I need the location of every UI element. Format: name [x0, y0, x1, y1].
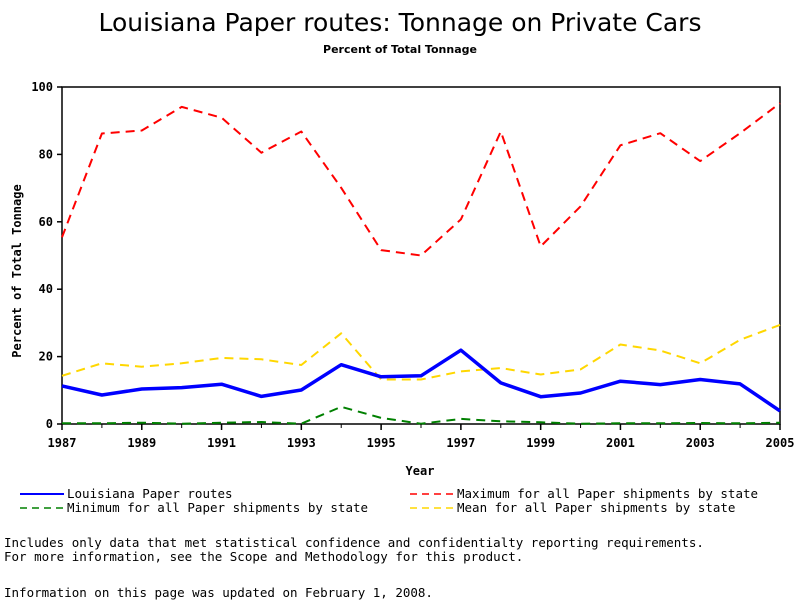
- legend-label-2: Maximum for all Paper shipments by state: [457, 486, 758, 501]
- series-layer: [61, 102, 781, 425]
- y-axis-label: Percent of Total Tonnage: [10, 184, 24, 357]
- y-tick-label: 100: [31, 80, 53, 94]
- y-tick-label: 60: [39, 215, 53, 229]
- y-tick-label: 80: [39, 147, 53, 161]
- methodology-note: For more information, see the Scope and …: [4, 549, 524, 564]
- legend-label-4: Mean for all Paper shipments by state: [457, 500, 735, 515]
- series-line-4: [61, 323, 781, 381]
- y-tick-label: 0: [46, 417, 53, 431]
- plot-area: [61, 86, 781, 425]
- x-axis-label: Year: [406, 464, 435, 478]
- y-tick-label: 20: [39, 350, 53, 364]
- y-tick-label: 40: [39, 282, 53, 296]
- x-tick-label: 2001: [606, 436, 635, 450]
- x-tick-label: 1993: [287, 436, 316, 450]
- x-tick-label: 1999: [526, 436, 555, 450]
- y-axis-ticks: 0 20 40 60 80 100: [31, 80, 62, 431]
- confidentiality-note: Includes only data that met statistical …: [4, 535, 704, 550]
- x-tick-label: 2003: [686, 436, 715, 450]
- x-tick-label: 1995: [367, 436, 396, 450]
- series-line-2: [61, 102, 781, 257]
- x-axis-ticks: 1987 1989 1991 1993 1995 1997 1999 2001 2003 2005: [48, 424, 795, 450]
- x-tick-label: 1987: [48, 436, 77, 450]
- legend-label-1: Louisiana Paper routes: [67, 486, 233, 501]
- legend-label-3: Minimum for all Paper shipments by state: [67, 500, 368, 515]
- updated-note: Information on this page was updated on …: [4, 585, 433, 600]
- series-line-3: [62, 405, 781, 425]
- legend: Louisiana Paper routes Maximum for all Pa…: [20, 486, 758, 515]
- x-tick-label: 1989: [127, 436, 156, 450]
- x-tick-label: 1991: [207, 436, 236, 450]
- x-tick-label: 1997: [446, 436, 475, 450]
- x-tick-label: 2005: [766, 436, 795, 450]
- plot-frame: [61, 86, 781, 425]
- chart-title: Louisiana Paper routes: Tonnage on Priva…: [99, 8, 702, 37]
- chart-subtitle: Percent of Total Tonnage: [323, 43, 477, 56]
- series-line-1: [61, 348, 781, 413]
